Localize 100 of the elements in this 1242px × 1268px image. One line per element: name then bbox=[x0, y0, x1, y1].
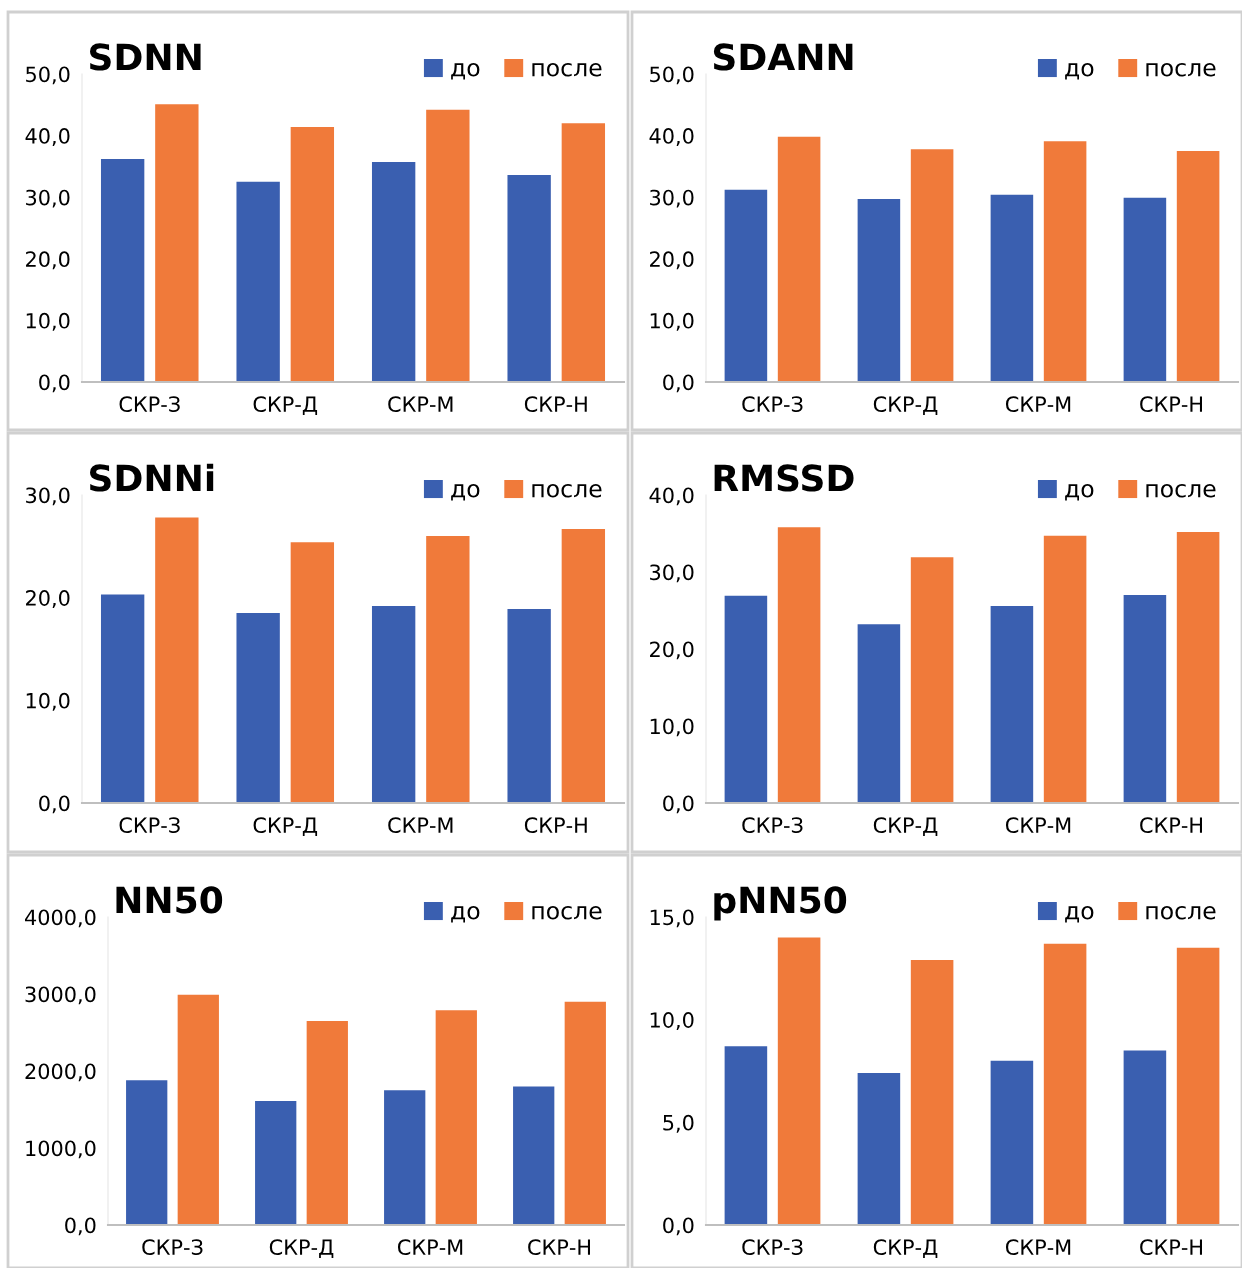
bar bbox=[1123, 197, 1167, 382]
x-tick-label: СКР-Н bbox=[528, 1239, 590, 1256]
bar bbox=[426, 536, 470, 803]
bar bbox=[1043, 141, 1087, 382]
y-tick-label: 2000,0 bbox=[25, 1063, 96, 1082]
x-tick-label: СКР-М bbox=[388, 817, 453, 834]
y-tick-label: 15,0 bbox=[650, 909, 694, 928]
y-tick-label: 0,0 bbox=[663, 1217, 694, 1236]
legend-label: после bbox=[532, 906, 602, 920]
bar bbox=[1123, 595, 1167, 803]
x-tick-label: СКР-Н bbox=[524, 396, 587, 413]
x-tick-label: СКР-М bbox=[1005, 396, 1071, 413]
x-tick-label: СКР-З bbox=[119, 396, 180, 413]
bar bbox=[1176, 947, 1220, 1225]
x-tick-label: СКР-Д bbox=[269, 1239, 334, 1258]
bar bbox=[990, 1060, 1034, 1225]
chart-title: NN50 bbox=[116, 886, 223, 914]
y-tick-label: 3000,0 bbox=[25, 986, 96, 1005]
legend-label: до bbox=[1065, 63, 1094, 80]
y-tick-label: 10,0 bbox=[650, 718, 694, 737]
y-tick-label: 50,0 bbox=[650, 66, 694, 85]
bar bbox=[236, 613, 280, 803]
bar bbox=[507, 175, 551, 382]
y-tick-label: 40,0 bbox=[25, 128, 70, 146]
bar bbox=[561, 123, 606, 382]
chart-title: SDNNi bbox=[90, 463, 214, 492]
chart-title: pNN50 bbox=[714, 886, 847, 921]
bar bbox=[100, 159, 145, 382]
bar bbox=[1043, 535, 1087, 803]
y-tick-label: 5,0 bbox=[663, 1114, 694, 1133]
x-tick-label: СКР-З bbox=[742, 817, 803, 834]
y-tick-label: 20,0 bbox=[650, 251, 694, 270]
x-tick-label: СКР-Н bbox=[1140, 1239, 1202, 1256]
bar bbox=[564, 1001, 606, 1225]
y-tick-label: 40,0 bbox=[649, 487, 694, 506]
x-tick-label: СКР-З bbox=[142, 1239, 203, 1256]
y-tick-label: 10,0 bbox=[650, 1012, 694, 1030]
bar bbox=[857, 624, 901, 803]
chart-title: SDANN bbox=[713, 43, 853, 71]
bar bbox=[1176, 531, 1220, 803]
bar bbox=[724, 189, 768, 382]
x-tick-label: СКР-Д bbox=[253, 817, 318, 836]
y-tick-label: 30,0 bbox=[26, 189, 70, 208]
bar bbox=[290, 542, 335, 803]
legend-label: после bbox=[1146, 484, 1216, 498]
bar bbox=[255, 1101, 297, 1225]
bar bbox=[990, 605, 1034, 803]
legend-label: до bbox=[1065, 484, 1094, 501]
legend-label: до bbox=[1065, 906, 1094, 923]
x-tick-label: СКР-М bbox=[1005, 817, 1071, 834]
legend-label: после bbox=[532, 63, 602, 77]
bar bbox=[724, 1046, 768, 1225]
bar bbox=[426, 109, 470, 382]
bar bbox=[384, 1090, 426, 1225]
bar bbox=[155, 517, 199, 803]
bar bbox=[290, 126, 335, 382]
y-tick-label: 30,0 bbox=[26, 487, 70, 506]
x-tick-label: СКР-З bbox=[742, 1239, 803, 1256]
bar bbox=[724, 595, 768, 803]
y-tick-label: 10,0 bbox=[26, 312, 70, 331]
x-tick-label: СКР-Н bbox=[1140, 817, 1202, 834]
bar bbox=[236, 181, 280, 382]
legend-label: после bbox=[1146, 63, 1216, 77]
legend-label: после bbox=[1146, 906, 1216, 920]
bar bbox=[507, 608, 551, 803]
x-tick-label: СКР-Д bbox=[253, 396, 318, 415]
x-tick-label: СКР-Н bbox=[1140, 396, 1202, 413]
bar bbox=[1123, 1050, 1167, 1225]
y-tick-label: 20,0 bbox=[26, 590, 70, 608]
bar bbox=[777, 527, 821, 803]
y-tick-label: 0,0 bbox=[39, 374, 70, 393]
y-tick-label: 10,0 bbox=[650, 312, 694, 331]
bar bbox=[155, 104, 199, 382]
y-tick-label: 1000,0 bbox=[26, 1140, 96, 1159]
chart-title: RMSSD bbox=[714, 464, 854, 492]
y-tick-label: 20,0 bbox=[650, 641, 694, 660]
x-tick-label: СКР-М bbox=[397, 1239, 463, 1256]
x-tick-label: СКР-Н bbox=[524, 817, 587, 834]
bar bbox=[1043, 943, 1087, 1225]
legend-label: до bbox=[451, 906, 480, 923]
legend-label: после bbox=[532, 484, 602, 498]
bar bbox=[561, 528, 606, 803]
legend-label: до bbox=[451, 63, 480, 80]
y-tick-label: 50,0 bbox=[26, 66, 70, 85]
bar bbox=[306, 1020, 348, 1225]
x-tick-label: СКР-М bbox=[388, 396, 453, 413]
bar bbox=[910, 149, 954, 382]
y-tick-label: 4000,0 bbox=[25, 909, 96, 928]
bar bbox=[177, 994, 219, 1225]
bar bbox=[777, 136, 821, 382]
bar bbox=[126, 1080, 168, 1225]
bar bbox=[100, 594, 145, 803]
bar bbox=[910, 557, 954, 803]
x-tick-label: СКР-М bbox=[1005, 1239, 1071, 1256]
y-tick-label: 0,0 bbox=[65, 1217, 96, 1236]
y-tick-label: 20,0 bbox=[26, 251, 70, 270]
chart-title: SDNN bbox=[90, 43, 201, 71]
x-tick-label: СКР-Д bbox=[873, 396, 938, 415]
legend-label: до bbox=[451, 484, 480, 501]
y-tick-label: 10,0 bbox=[26, 692, 70, 711]
